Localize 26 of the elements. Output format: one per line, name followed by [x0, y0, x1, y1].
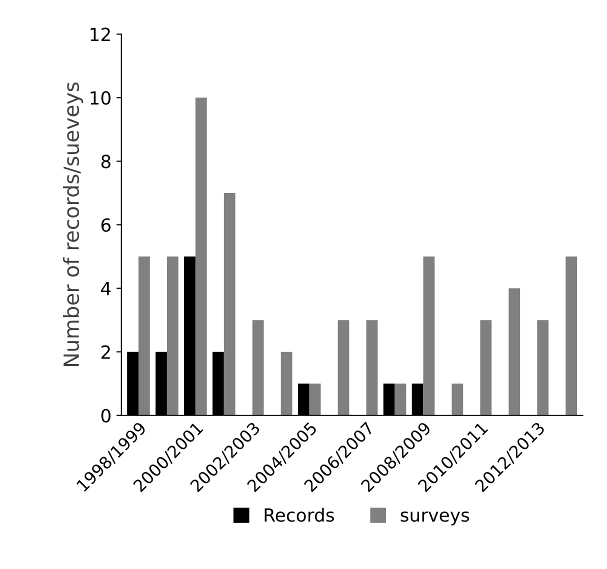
bar [366, 320, 378, 416]
y-tick-label: 0 [101, 408, 110, 422]
bar [480, 320, 492, 416]
bar [423, 256, 435, 416]
legend-label: surveys [400, 511, 470, 526]
legend-label: Records [264, 508, 334, 522]
y-tick-label: 12 [90, 28, 110, 41]
bar [394, 384, 406, 416]
bar [195, 98, 207, 416]
bar [224, 192, 236, 416]
bar [508, 288, 520, 416]
bar [452, 384, 464, 416]
bar [338, 320, 350, 416]
bar [280, 352, 292, 416]
bar [566, 256, 578, 416]
bar [166, 256, 178, 416]
y-tick-label: 10 [90, 91, 110, 105]
y-axis-title: Number of records/sueveys [62, 82, 84, 366]
y-tick-label: 2 [102, 345, 110, 359]
y-tick-label: 6 [101, 218, 111, 232]
bar [138, 256, 150, 416]
y-tick-label: 8 [101, 154, 110, 168]
bar [537, 320, 549, 416]
y-tick-label: 4 [101, 282, 111, 296]
bar [252, 320, 264, 416]
bar [309, 384, 321, 416]
